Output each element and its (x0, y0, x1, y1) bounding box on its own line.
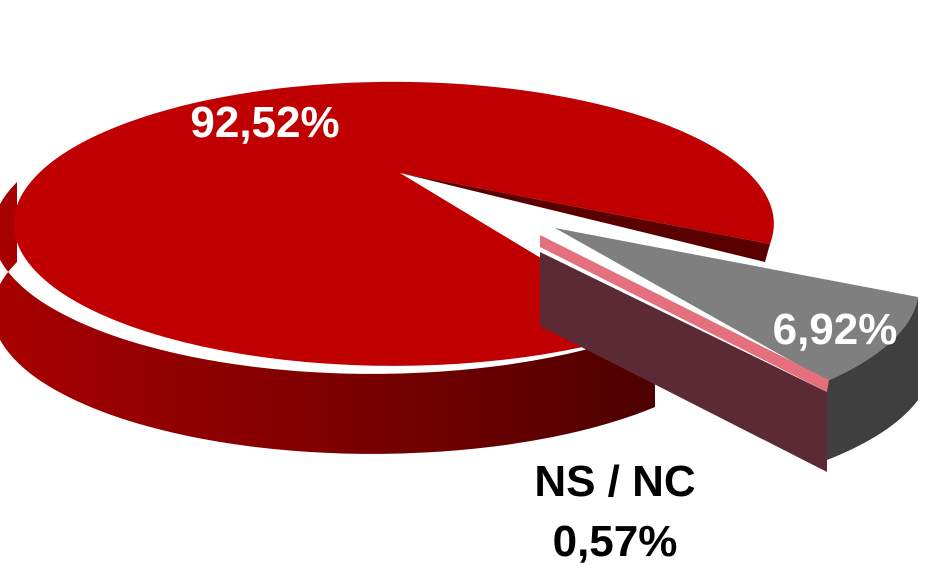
pie-slice-nsnc-side (540, 235, 827, 472)
label-si-name: Sí (244, 35, 287, 84)
pie-slice-si-inner-wall (400, 173, 770, 262)
pie-slice-grey-side (827, 297, 918, 460)
pie-slice-si-side (0, 182, 655, 454)
label-nsnc-value: 0,57% (553, 517, 678, 566)
pie-slice-nsnc (540, 235, 829, 392)
label-nsnc-name: NS / NC (534, 457, 695, 506)
pie-slice-grey (555, 228, 918, 381)
label-grey-value: 6,92% (773, 305, 898, 354)
label-si-value: 92,52% (190, 98, 339, 147)
